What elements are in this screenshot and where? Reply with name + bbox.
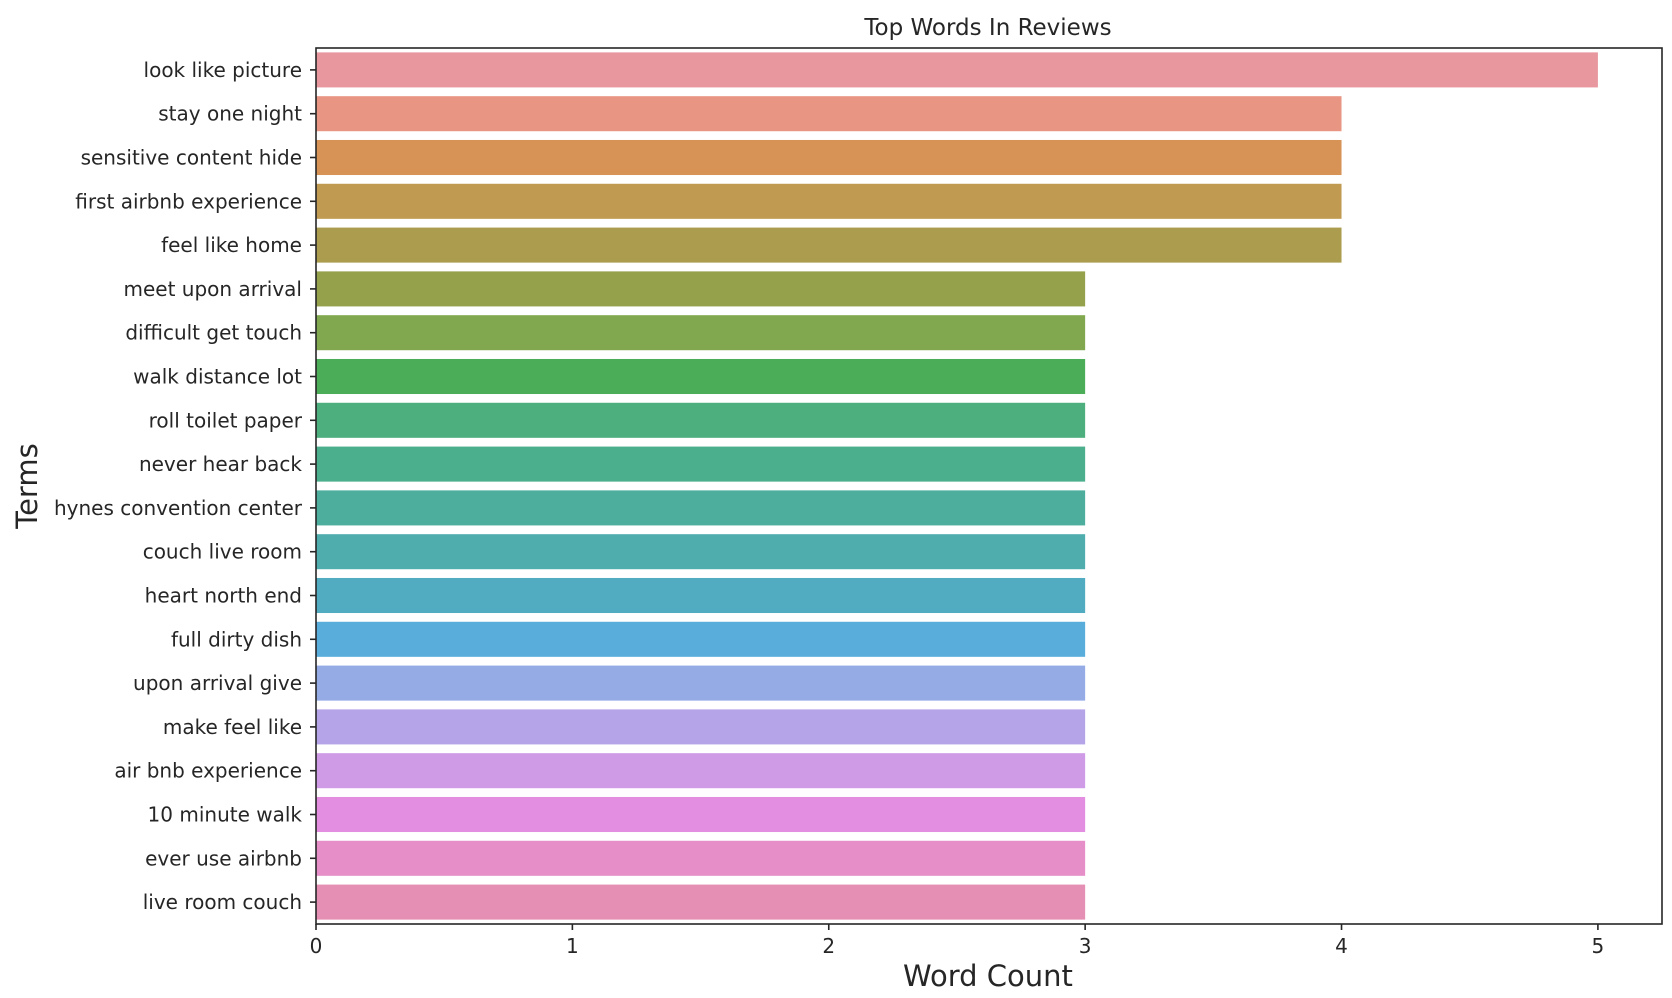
- x-tick-label: 3: [1079, 934, 1092, 958]
- y-tick-label: first airbnb experience: [75, 189, 302, 213]
- bar: [316, 534, 1086, 570]
- y-axis-label: Terms: [10, 443, 44, 529]
- y-tick-label: look like picture: [144, 58, 302, 82]
- y-tick-label: air bnb experience: [114, 759, 302, 783]
- x-tick-label: 1: [566, 934, 579, 958]
- bar: [316, 52, 1598, 88]
- bar: [316, 621, 1086, 657]
- chart-title: Top Words In Reviews: [863, 15, 1111, 41]
- bar: [316, 753, 1086, 789]
- y-tick-label: 10 minute walk: [148, 803, 303, 827]
- x-axis-ticks: 0 1 2 3 4 5: [310, 924, 1605, 958]
- x-tick-label: 4: [1335, 934, 1348, 958]
- y-tick-label: live room couch: [143, 890, 302, 914]
- bar: [316, 665, 1086, 701]
- bar: [316, 709, 1086, 745]
- y-tick-label: stay one night: [158, 102, 302, 126]
- plot-frame: [315, 47, 1663, 925]
- y-tick-label: meet upon arrival: [124, 277, 303, 301]
- x-tick-label: 2: [822, 934, 835, 958]
- x-axis-label: Word Count: [903, 959, 1073, 993]
- bar: [316, 884, 1086, 920]
- y-tick-label: roll toilet paper: [149, 408, 303, 432]
- y-tick-label: feel like home: [161, 233, 302, 257]
- bar: [316, 402, 1086, 438]
- y-axis-ticks: look like picture stay one night sensitive…: [54, 58, 316, 914]
- bar: [316, 139, 1342, 176]
- y-tick-label: couch live room: [143, 540, 302, 564]
- y-tick-label: never hear back: [139, 452, 302, 476]
- bar: [316, 315, 1086, 351]
- bars-group: [316, 52, 1598, 920]
- bar: [316, 183, 1342, 219]
- bar: [316, 490, 1086, 526]
- y-tick-label: hynes convention center: [54, 496, 303, 520]
- y-tick-label: ever use airbnb: [145, 846, 302, 870]
- bar: [316, 577, 1086, 614]
- x-tick-label: 0: [310, 934, 323, 958]
- y-tick-label: upon arrival give: [133, 671, 302, 695]
- bar: [316, 358, 1086, 395]
- y-tick-label: make feel like: [163, 715, 302, 739]
- bar: [316, 271, 1086, 307]
- bar: [316, 227, 1342, 263]
- y-tick-label: sensitive content hide: [81, 146, 302, 170]
- x-tick-label: 5: [1592, 934, 1605, 958]
- y-tick-label: full dirty dish: [171, 627, 302, 651]
- y-tick-label: heart north end: [145, 584, 302, 608]
- y-tick-label: walk distance lot: [133, 365, 302, 389]
- bar: [316, 96, 1342, 132]
- y-tick-label: difficult get touch: [125, 321, 302, 345]
- bar: [316, 840, 1086, 876]
- bar: [316, 446, 1086, 482]
- bar: [316, 796, 1086, 833]
